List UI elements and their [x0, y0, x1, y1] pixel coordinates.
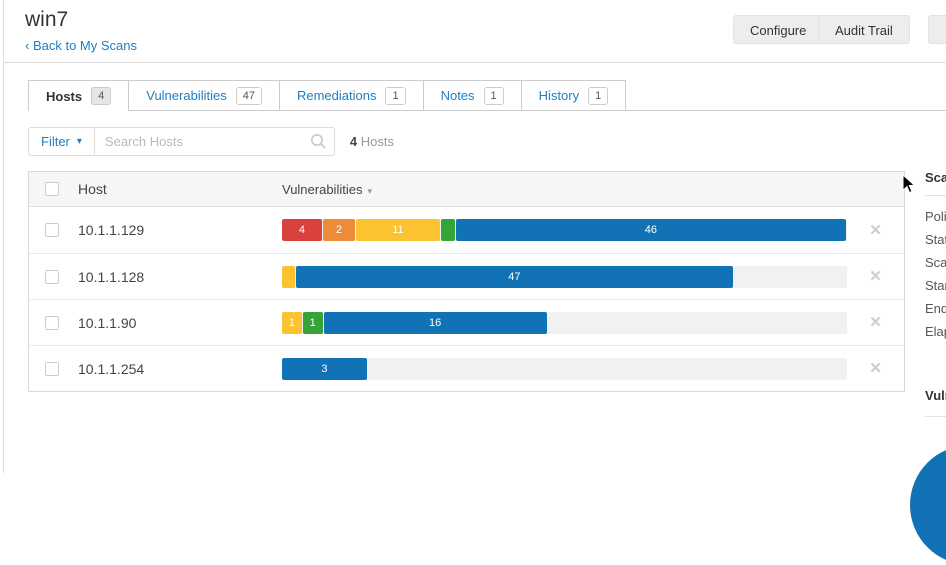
tab-label: Hosts	[46, 88, 83, 104]
scan-details-panel: Scan Details Policy: Status: Scanner: Start…	[925, 170, 946, 343]
scan-detail-label-start-: Start:	[925, 278, 946, 293]
severity-segment-low[interactable]	[440, 219, 455, 241]
page-title: win7	[25, 8, 69, 31]
severity-segment-high[interactable]: 2	[322, 219, 356, 241]
scan-detail-label-status-: Status:	[925, 232, 946, 247]
tab-label: Vulnerabilities	[146, 88, 227, 103]
severity-segment-info[interactable]: 47	[295, 265, 733, 288]
table-row: 10.1.1.128 47 ✕	[29, 253, 904, 299]
back-to-my-scans-link[interactable]: ‹ Back to My Scans	[25, 38, 137, 53]
scan-details-fields: Policy: Status: Scanner: Start: End: Elapsed:	[925, 205, 946, 343]
table-row: 10.1.1.90 1 1 16 ✕	[29, 299, 904, 345]
table-header-row: Host Vulnerabilities ▾	[29, 172, 904, 207]
vulnerabilities-donut-chart	[910, 445, 946, 565]
vulnerability-bar[interactable]: 47	[282, 265, 847, 288]
tab-count-badge: 1	[588, 86, 609, 105]
host-ip[interactable]: 10.1.1.90	[78, 314, 137, 331]
vulnerability-bar[interactable]: 1 1 16	[282, 311, 847, 334]
tab-label: Notes	[440, 88, 475, 103]
toolbar: Filter ▾ 4 Hosts	[28, 127, 394, 156]
scan-details-divider	[925, 195, 946, 196]
host-count-label: Hosts	[360, 134, 395, 149]
filter-button-label: Filter	[41, 134, 70, 149]
row-checkbox[interactable]	[45, 269, 59, 284]
row-checkbox[interactable]	[45, 361, 59, 376]
scan-detail-label-end-: End:	[925, 301, 946, 316]
severity-segment-info[interactable]: 16	[323, 311, 547, 334]
configure-button[interactable]: Configure	[733, 15, 824, 44]
tab-history[interactable]: History 1	[521, 80, 627, 110]
vulnerability-bar[interactable]: 4 2 11 46	[282, 219, 847, 241]
hosts-table: Host Vulnerabilities ▾ 10.1.1.129 4 2 11 46 ✕ 1…	[28, 171, 905, 392]
tab-notes[interactable]: Notes 1	[423, 80, 522, 110]
scan-detail-label-scanner-: Scanner:	[925, 255, 946, 270]
tab-vulnerabilities[interactable]: Vulnerabilities 47	[129, 80, 280, 110]
tab-hosts[interactable]: Hosts 4	[28, 80, 130, 111]
severity-segment-info[interactable]: 3	[282, 357, 367, 380]
table-body: 10.1.1.129 4 2 11 46 ✕ 10.1.1.128 47 ✕ 10.1.1.90 1…	[29, 207, 904, 391]
tab-label: Remediations	[296, 88, 377, 103]
column-header-vulnerabilities[interactable]: Vulnerabilities ▾	[282, 181, 372, 197]
remove-host-button[interactable]: ✕	[869, 268, 882, 285]
scan-detail-label-elapsed-: Elapsed:	[925, 324, 946, 339]
column-header-host[interactable]: Host	[78, 181, 107, 197]
header-divider	[4, 62, 946, 63]
launch-button[interactable]: Launch	[928, 15, 946, 44]
tab-count-badge: 1	[483, 86, 504, 105]
search-icon	[310, 133, 327, 155]
severity-segment-medium[interactable]: 11	[356, 219, 440, 241]
tab-remediations[interactable]: Remediations 1	[279, 80, 424, 110]
search-hosts-input[interactable]	[94, 127, 335, 156]
vulnerabilities-divider	[925, 416, 946, 417]
tab-label: History	[538, 88, 580, 103]
host-ip[interactable]: 10.1.1.128	[78, 268, 145, 285]
host-ip[interactable]: 10.1.1.129	[78, 222, 145, 238]
audit-trail-button[interactable]: Audit Trail	[818, 15, 910, 44]
panel-left-border	[3, 0, 4, 473]
severity-segment-low[interactable]: 1	[302, 311, 323, 334]
host-ip[interactable]: 10.1.1.254	[78, 360, 145, 377]
table-row: 10.1.1.254 3 ✕	[29, 345, 904, 391]
scan-detail-label-policy-: Policy:	[925, 209, 946, 224]
tabs-baseline	[28, 110, 946, 111]
sort-desc-icon: ▾	[367, 185, 372, 196]
row-checkbox[interactable]	[45, 315, 59, 330]
caret-down-icon: ▾	[76, 136, 82, 147]
vulnerability-bar[interactable]: 3	[282, 357, 847, 380]
mouse-cursor	[902, 173, 917, 200]
tab-count-badge: 47	[235, 86, 262, 105]
remove-host-button[interactable]: ✕	[869, 314, 882, 331]
host-count-value: 4	[349, 134, 358, 149]
row-checkbox[interactable]	[45, 223, 59, 237]
scan-details-heading: Scan Details	[925, 170, 946, 185]
table-row: 10.1.1.129 4 2 11 46 ✕	[29, 207, 904, 253]
remove-host-button[interactable]: ✕	[869, 221, 882, 239]
tab-bar: Hosts 4 Vulnerabilities 47 Remediations 1 Note…	[28, 80, 627, 111]
severity-segment-info[interactable]: 46	[455, 219, 846, 241]
tab-count-badge: 1	[385, 86, 406, 105]
remove-host-button[interactable]: ✕	[869, 360, 882, 377]
select-all-checkbox[interactable]	[45, 182, 59, 196]
tab-count-badge: 4	[91, 87, 112, 105]
severity-segment-medium[interactable]	[282, 265, 295, 288]
filter-button[interactable]: Filter ▾	[28, 127, 95, 156]
vulnerabilities-heading: Vulnerabilities	[925, 388, 946, 403]
host-count: 4 Hosts	[350, 134, 394, 149]
severity-segment-medium[interactable]: 1	[282, 311, 302, 334]
severity-segment-critical[interactable]: 4	[282, 219, 322, 241]
